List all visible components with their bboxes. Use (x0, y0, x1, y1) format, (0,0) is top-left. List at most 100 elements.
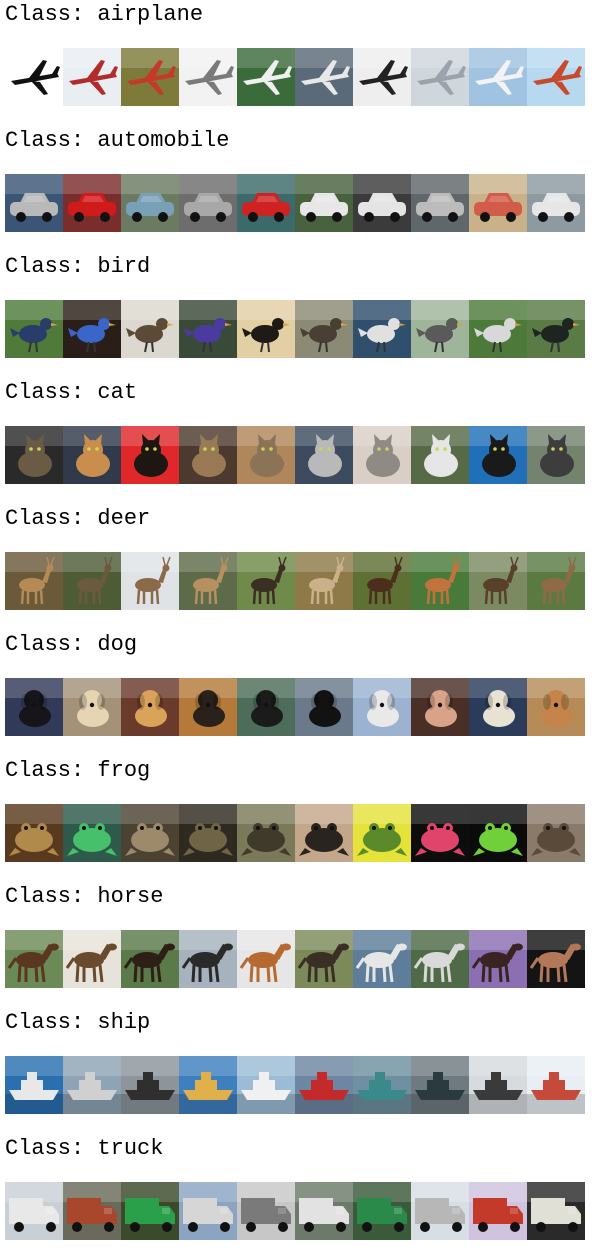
car-icon (237, 174, 295, 232)
cat-icon (121, 426, 179, 484)
bird-icon (5, 300, 63, 358)
sample-image-dog (5, 678, 63, 736)
sample-image-dog (295, 678, 353, 736)
class-label-prefix: Class: (5, 632, 85, 657)
sample-image-frog (353, 804, 411, 862)
sample-image-bird (295, 300, 353, 358)
truck-icon (237, 1182, 295, 1240)
deer-icon (295, 552, 353, 610)
dog-icon (469, 678, 527, 736)
dog-icon (63, 678, 121, 736)
sample-image-airplane (295, 48, 353, 106)
deer-icon (469, 552, 527, 610)
sample-image-cat (237, 426, 295, 484)
sample-image-automobile (179, 174, 237, 232)
sample-image-horse (5, 930, 63, 988)
truck-icon (353, 1182, 411, 1240)
sample-image-frog (121, 804, 179, 862)
sample-image-ship (295, 1056, 353, 1114)
ship-icon (5, 1056, 63, 1114)
class-section-frog: Class: frog (0, 756, 596, 882)
deer-icon (527, 552, 585, 610)
car-icon (527, 174, 585, 232)
class-section-automobile: Class: automobile (0, 126, 596, 252)
sample-image-dog (469, 678, 527, 736)
sample-image-frog (179, 804, 237, 862)
class-label-prefix: Class: (5, 1010, 85, 1035)
class-label-prefix: Class: (5, 1136, 85, 1161)
sample-image-dog (179, 678, 237, 736)
thumbnail-strip (5, 48, 585, 106)
deer-icon (353, 552, 411, 610)
sample-image-automobile (295, 174, 353, 232)
sample-image-ship (121, 1056, 179, 1114)
frog-icon (469, 804, 527, 862)
class-label-name: airplane (97, 2, 204, 27)
sample-image-deer (295, 552, 353, 610)
plane-icon (527, 48, 585, 106)
sample-image-automobile (63, 174, 121, 232)
sample-image-cat (295, 426, 353, 484)
class-label-prefix: Class: (5, 380, 85, 405)
deer-icon (237, 552, 295, 610)
car-icon (5, 174, 63, 232)
horse-icon (469, 930, 527, 988)
ship-icon (237, 1056, 295, 1114)
sample-image-bird (527, 300, 585, 358)
plane-icon (5, 48, 63, 106)
bird-icon (237, 300, 295, 358)
bird-icon (469, 300, 527, 358)
class-label: Class: dog (5, 632, 137, 658)
ship-icon (527, 1056, 585, 1114)
sample-image-horse (237, 930, 295, 988)
sample-image-cat (527, 426, 585, 484)
sample-image-deer (469, 552, 527, 610)
horse-icon (237, 930, 295, 988)
plane-icon (121, 48, 179, 106)
sample-image-airplane (121, 48, 179, 106)
bird-icon (63, 300, 121, 358)
plane-icon (469, 48, 527, 106)
sample-image-horse (469, 930, 527, 988)
ship-icon (63, 1056, 121, 1114)
class-label: Class: deer (5, 506, 150, 532)
dog-icon (527, 678, 585, 736)
cat-icon (295, 426, 353, 484)
class-label-name: cat (97, 380, 138, 405)
sample-image-automobile (469, 174, 527, 232)
deer-icon (411, 552, 469, 610)
sample-image-cat (411, 426, 469, 484)
sample-image-ship (353, 1056, 411, 1114)
ship-icon (469, 1056, 527, 1114)
sample-image-bird (353, 300, 411, 358)
truck-icon (121, 1182, 179, 1240)
class-section-ship: Class: ship (0, 1008, 596, 1134)
sample-image-automobile (411, 174, 469, 232)
sample-image-deer (237, 552, 295, 610)
sample-image-airplane (179, 48, 237, 106)
class-section-truck: Class: truck (0, 1134, 596, 1260)
horse-icon (411, 930, 469, 988)
sample-image-cat (469, 426, 527, 484)
sample-image-ship (5, 1056, 63, 1114)
thumbnail-strip (5, 1182, 585, 1240)
thumbnail-strip (5, 804, 585, 862)
deer-icon (179, 552, 237, 610)
cat-icon (353, 426, 411, 484)
truck-icon (5, 1182, 63, 1240)
sample-image-airplane (63, 48, 121, 106)
sample-image-ship (527, 1056, 585, 1114)
ship-icon (411, 1056, 469, 1114)
class-label: Class: frog (5, 758, 150, 784)
class-label-prefix: Class: (5, 2, 85, 27)
class-label: Class: ship (5, 1010, 150, 1036)
sample-image-truck (295, 1182, 353, 1240)
sample-image-dog (411, 678, 469, 736)
sample-image-bird (469, 300, 527, 358)
class-label-prefix: Class: (5, 254, 85, 279)
sample-image-deer (63, 552, 121, 610)
ship-icon (295, 1056, 353, 1114)
thumbnail-strip (5, 174, 585, 232)
sample-image-ship (411, 1056, 469, 1114)
sample-image-frog (237, 804, 295, 862)
